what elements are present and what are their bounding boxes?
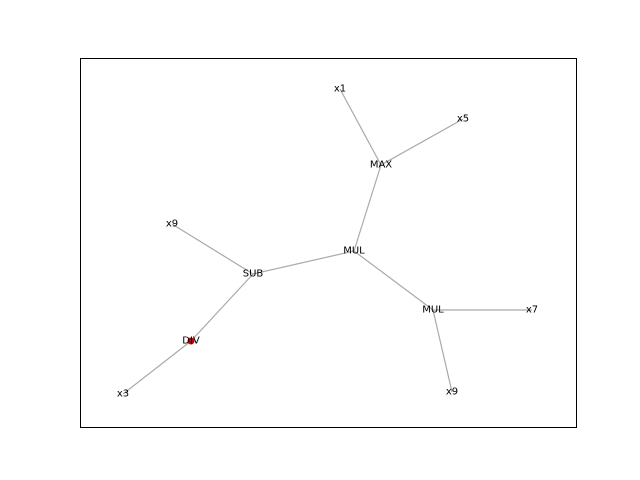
- node-label-n7: x3: [117, 389, 129, 400]
- edge-n0-n1: [353, 164, 382, 252]
- edge-n0-n8: [353, 250, 434, 311]
- edge-n4-n6: [190, 273, 254, 342]
- node-label-n9: x7: [526, 305, 538, 316]
- node-label-n5: x9: [166, 219, 178, 230]
- plot-frame: [80, 58, 577, 428]
- labels-group: MUL MAX x1 x5 SUB x9 DIV x3 MUL x7 x9: [117, 84, 538, 400]
- node-label-n2: x1: [334, 84, 346, 95]
- node-label-n1: MAX: [370, 160, 392, 171]
- node-label-n3: x5: [457, 114, 469, 125]
- markers-group: [187, 337, 195, 345]
- edge-n0-n4: [252, 250, 355, 275]
- node-label-n4: SUB: [243, 269, 264, 280]
- highlight-marker: [187, 337, 195, 345]
- node-label-n0: MUL: [343, 246, 365, 257]
- edge-n4-n5: [171, 223, 254, 275]
- edges-group: [122, 88, 532, 395]
- edge-n6-n7: [122, 340, 192, 395]
- edge-n1-n2: [339, 88, 382, 166]
- edge-n1-n3: [380, 118, 464, 166]
- node-label-n6: DIV: [182, 336, 200, 347]
- edge-n8-n10: [432, 309, 453, 393]
- node-label-n10: x9: [446, 387, 458, 398]
- node-label-n8: MUL: [422, 305, 444, 316]
